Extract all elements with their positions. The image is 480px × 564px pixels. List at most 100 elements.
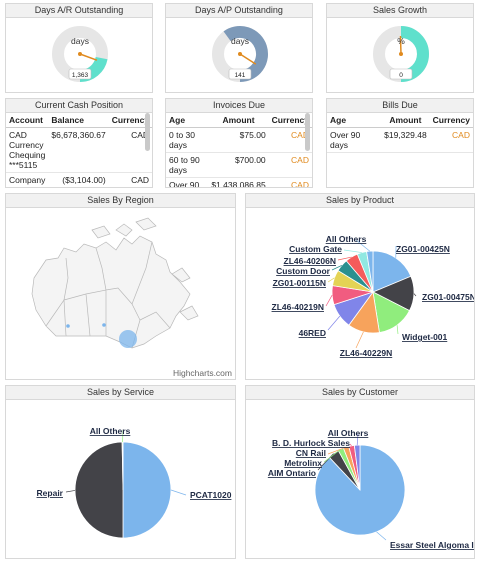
- pie-label[interactable]: All Others: [328, 428, 369, 438]
- currency-cell: CAD: [108, 172, 152, 187]
- pie-label[interactable]: Widget-001: [402, 332, 448, 342]
- pie-label[interactable]: ZG01-00115N: [273, 278, 326, 288]
- gauge-panel-ar: Days A/R Outstanding days 1,363: [5, 3, 153, 93]
- cash-table: Account Balance Currency CAD Currency Ch…: [6, 113, 152, 187]
- balance-cell: ($3,104.00): [48, 172, 109, 187]
- table-row[interactable]: CAD Currency Chequing ***5115 $6,678,360…: [6, 127, 152, 173]
- pie-connector: [355, 239, 371, 252]
- panel-title: Sales by Service: [6, 386, 235, 400]
- gauge-title: Days A/P Outstanding: [166, 4, 312, 18]
- gauge-panel-ap: Days A/P Outstanding days 141: [165, 3, 313, 93]
- gauge-value-box: [228, 68, 252, 80]
- pie-slice[interactable]: [372, 250, 412, 293]
- currency-cell: CAD: [429, 127, 473, 153]
- pie-label[interactable]: Custom Gate: [289, 244, 342, 254]
- pie-label[interactable]: ZG01-00475N: [422, 292, 475, 302]
- pie-label[interactable]: 46RED: [299, 328, 326, 338]
- amount-cell: $1,438,086.85: [208, 177, 269, 187]
- pie-connector: [325, 295, 333, 307]
- currency-cell: CAD: [268, 177, 312, 187]
- gauge-title: Sales Growth: [327, 4, 473, 18]
- pie-label[interactable]: CN Rail: [296, 448, 326, 458]
- pie-label[interactable]: B. D. Hurlock Sales: [272, 438, 350, 448]
- table-row[interactable]: Over 90 days $19,329.48 CAD: [327, 127, 473, 153]
- gauge-unit: %: [397, 36, 405, 46]
- pie-label[interactable]: ZL46-40229N: [340, 348, 392, 358]
- sales-by-service-panel: Sales by Service PCAT1020 Repair All Other…: [5, 385, 236, 559]
- region-map[interactable]: Highcharts.com: [6, 208, 236, 380]
- pie-connector: [327, 315, 341, 331]
- sales-by-product-pie[interactable]: ZG01-00425N ZG01-00475N Widget-001 ZL46-402…: [246, 208, 475, 380]
- col-header: Currency: [429, 113, 473, 128]
- highcharts-credits[interactable]: Highcharts.com: [173, 368, 232, 378]
- bills-due-panel: Bills Due Age Amount Currency Over 90 da…: [326, 98, 474, 188]
- pie-label[interactable]: Custom Door: [276, 266, 331, 276]
- gauge-value-box: [68, 68, 92, 80]
- gauge-growth: %0: [373, 26, 429, 82]
- pie-connector: [327, 446, 347, 455]
- col-header: Amount: [208, 113, 269, 128]
- pie-label[interactable]: Essar Steel Algoma In: [390, 540, 475, 550]
- pie-slice[interactable]: [122, 441, 172, 539]
- region-bubble[interactable]: [102, 323, 106, 327]
- gauge-needle: [399, 35, 402, 55]
- pie-label[interactable]: ZG01-00425N: [396, 244, 450, 254]
- cash-position-panel: Current Cash Position Account Balance Cu…: [5, 98, 153, 188]
- sales-by-region-panel: Sales By Region Highcharts.com: [5, 193, 236, 380]
- col-header: Account: [6, 113, 49, 128]
- col-header: Balance: [48, 113, 109, 128]
- panel-title: Sales by Customer: [246, 386, 474, 400]
- pie-label[interactable]: Metrolinx: [284, 458, 322, 468]
- pie-connector: [65, 490, 76, 493]
- col-header: Amount: [381, 113, 430, 128]
- pie-connector: [376, 531, 387, 541]
- sales-by-service-pie[interactable]: PCAT1020 Repair All Others: [6, 400, 236, 559]
- currency-cell: CAD: [268, 127, 312, 153]
- gauge-unit: days: [71, 36, 89, 46]
- pie-label[interactable]: ZL46-40219N: [272, 302, 324, 312]
- gauge-unit: days: [231, 36, 249, 46]
- pie-slice[interactable]: [74, 441, 124, 539]
- scrollbar[interactable]: [145, 113, 150, 151]
- panel-title: Invoices Due: [166, 99, 312, 113]
- bills-table: Age Amount Currency Over 90 days $19,329…: [327, 113, 473, 153]
- currency-cell: CAD: [268, 152, 312, 178]
- pie-connector: [327, 277, 335, 283]
- pie-label[interactable]: AIM Ontario: [268, 468, 316, 478]
- gauge-value: 141: [235, 72, 246, 79]
- pie-label[interactable]: All Others: [90, 426, 131, 436]
- gauge-value-box: [389, 68, 413, 80]
- gauge-title: Days A/R Outstanding: [6, 4, 152, 18]
- sales-by-customer-panel: Sales by Customer Essar Steel Algoma In A…: [245, 385, 475, 559]
- amount-cell: $75.00: [208, 127, 269, 153]
- invoices-table: Age Amount Currency 0 to 30 days $75.00 …: [166, 113, 312, 187]
- account-cell: CAD Currency Chequing ***5115: [6, 127, 49, 173]
- age-cell: 60 to 90 days: [166, 152, 209, 178]
- canada-map-shape: [31, 217, 199, 349]
- table-row[interactable]: Over 90 days $1,438,086.85 CAD: [166, 177, 312, 187]
- gauge-ar: days 1,363: [52, 26, 108, 82]
- scrollbar[interactable]: [305, 113, 310, 151]
- pie-label[interactable]: ZL46-40206N: [284, 256, 336, 266]
- pie-connector: [323, 449, 342, 463]
- pie-label[interactable]: Repair: [37, 488, 64, 498]
- table-row[interactable]: 0 to 30 days $75.00 CAD: [166, 127, 312, 153]
- panel-title: Sales by Product: [246, 194, 474, 208]
- table-row[interactable]: Company Credit Card - ($3,104.00) CAD: [6, 172, 152, 187]
- gauge-needle: [239, 53, 257, 65]
- table-row[interactable]: 60 to 90 days $700.00 CAD: [166, 152, 312, 178]
- pie-connector: [355, 331, 364, 349]
- invoices-due-panel: Invoices Due Age Amount Currency 0 to 30…: [165, 98, 313, 188]
- pie-connector: [337, 256, 352, 261]
- pie-label[interactable]: PCAT1020: [190, 490, 232, 500]
- region-bubble[interactable]: [66, 324, 70, 328]
- pie-connector: [170, 489, 187, 496]
- pie-connector: [343, 249, 362, 253]
- pie-connector: [349, 443, 352, 447]
- panel-title: Bills Due: [327, 99, 473, 113]
- region-bubble[interactable]: [119, 330, 137, 348]
- sales-by-customer-pie[interactable]: Essar Steel Algoma In AIM OntarioMetrolin…: [246, 400, 475, 559]
- gauge-panel-growth: Sales Growth % 0: [326, 3, 474, 93]
- pie-label[interactable]: All Others: [326, 234, 367, 244]
- gauge-pivot: [238, 52, 242, 56]
